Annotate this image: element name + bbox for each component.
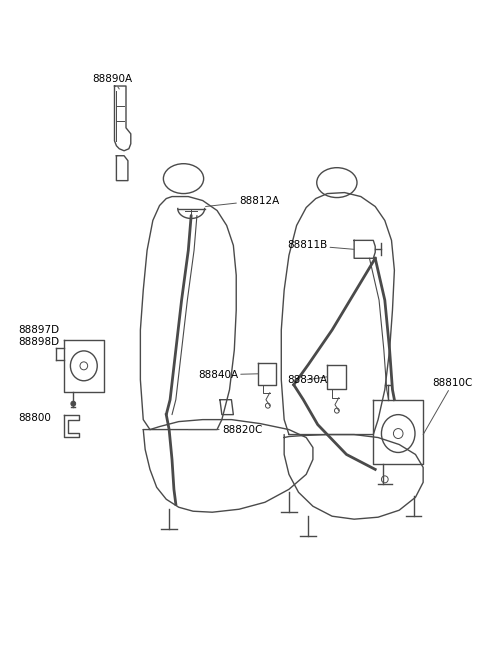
Ellipse shape <box>71 401 76 406</box>
Text: 88820C: 88820C <box>188 424 262 434</box>
Text: 88890A: 88890A <box>93 74 132 89</box>
Text: 88897D: 88897D <box>19 325 60 335</box>
Text: 88898D: 88898D <box>19 337 60 347</box>
Text: 88811B: 88811B <box>287 240 354 250</box>
Text: 88830A: 88830A <box>287 375 327 384</box>
Text: 88800: 88800 <box>19 413 51 422</box>
Text: 88812A: 88812A <box>205 196 279 206</box>
Text: 88840A: 88840A <box>198 370 258 380</box>
Text: 88810C: 88810C <box>423 378 473 434</box>
